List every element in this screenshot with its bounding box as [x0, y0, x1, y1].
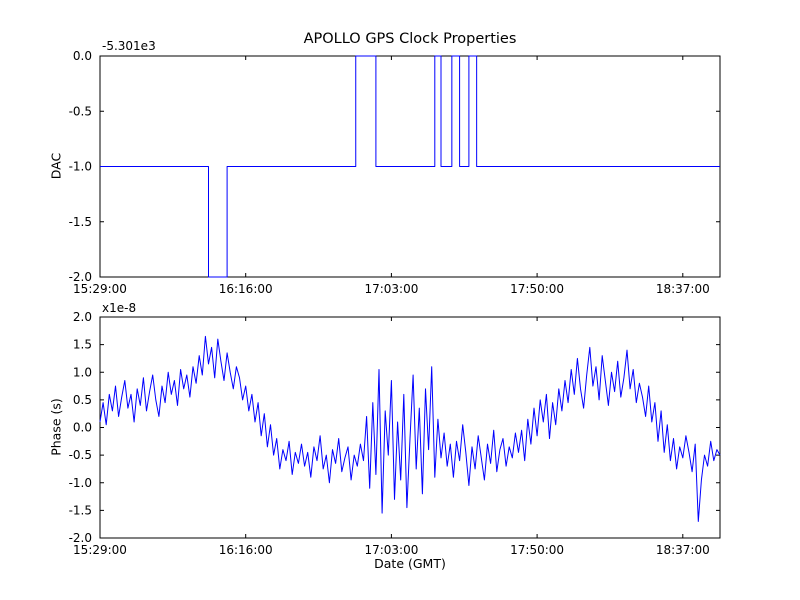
dac-xtick-label: 16:16:00 [219, 282, 273, 296]
phase-ytick-label: -0.5 [69, 448, 92, 462]
dac-ytick-label: -1.0 [69, 160, 92, 174]
phase-ytick-label: 1.5 [73, 338, 92, 352]
phase-offset-label: x1e-8 [102, 301, 137, 315]
phase-axis-label: Phase (s) [48, 398, 64, 456]
phase-ytick-label: -2.0 [69, 531, 92, 545]
dac-ytick-label: -2.0 [69, 270, 92, 284]
dac-xtick-label: 18:37:00 [656, 282, 710, 296]
phase-xtick-label: 17:03:00 [364, 543, 418, 557]
phase-xtick-label: 15:29:00 [73, 543, 127, 557]
phase-line [99, 335, 721, 522]
phase-ytick-label: 2.0 [73, 310, 92, 324]
phase-ytick-label: -1.0 [69, 476, 92, 490]
dac-axis-label: DAC [48, 152, 64, 180]
dac-xtick-label: 17:50:00 [510, 282, 564, 296]
phase-ytick-label: 0.0 [73, 421, 92, 435]
phase-ytick-label: -1.5 [69, 503, 92, 517]
phase-xtick-label: 18:37:00 [656, 543, 710, 557]
dac-ytick-label: -0.5 [69, 104, 92, 118]
dac-offset-label: -5.301e3 [102, 39, 156, 53]
x-axis-label: Date (GMT) [374, 556, 446, 571]
dac-line [100, 55, 720, 278]
phase-ytick-label: 0.5 [73, 393, 92, 407]
phase-xtick-label: 17:50:00 [510, 543, 564, 557]
dac-xtick-label: 17:03:00 [364, 282, 418, 296]
phase-xtick-label: 16:16:00 [219, 543, 273, 557]
dac-xtick-label: 15:29:00 [73, 282, 127, 296]
chart-title: APOLLO GPS Clock Properties [303, 31, 517, 47]
phase-ytick-label: 1.0 [73, 365, 92, 379]
dac-ytick-label: 0.0 [73, 49, 92, 63]
dac-ytick-label: -1.5 [69, 215, 92, 229]
